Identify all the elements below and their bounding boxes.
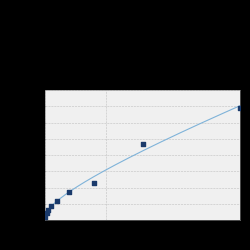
Point — [140, 142, 144, 146]
X-axis label: Mouse CTNNBIP1
Concentration (pg/ml): Mouse CTNNBIP1 Concentration (pg/ml) — [108, 236, 177, 247]
Point — [238, 106, 242, 110]
Point — [43, 215, 47, 219]
Point — [55, 198, 59, 202]
Y-axis label: OD: OD — [20, 150, 25, 160]
Point — [44, 210, 48, 214]
Point — [49, 204, 53, 208]
Point — [92, 180, 96, 184]
Point — [68, 190, 71, 194]
Point — [46, 208, 50, 212]
